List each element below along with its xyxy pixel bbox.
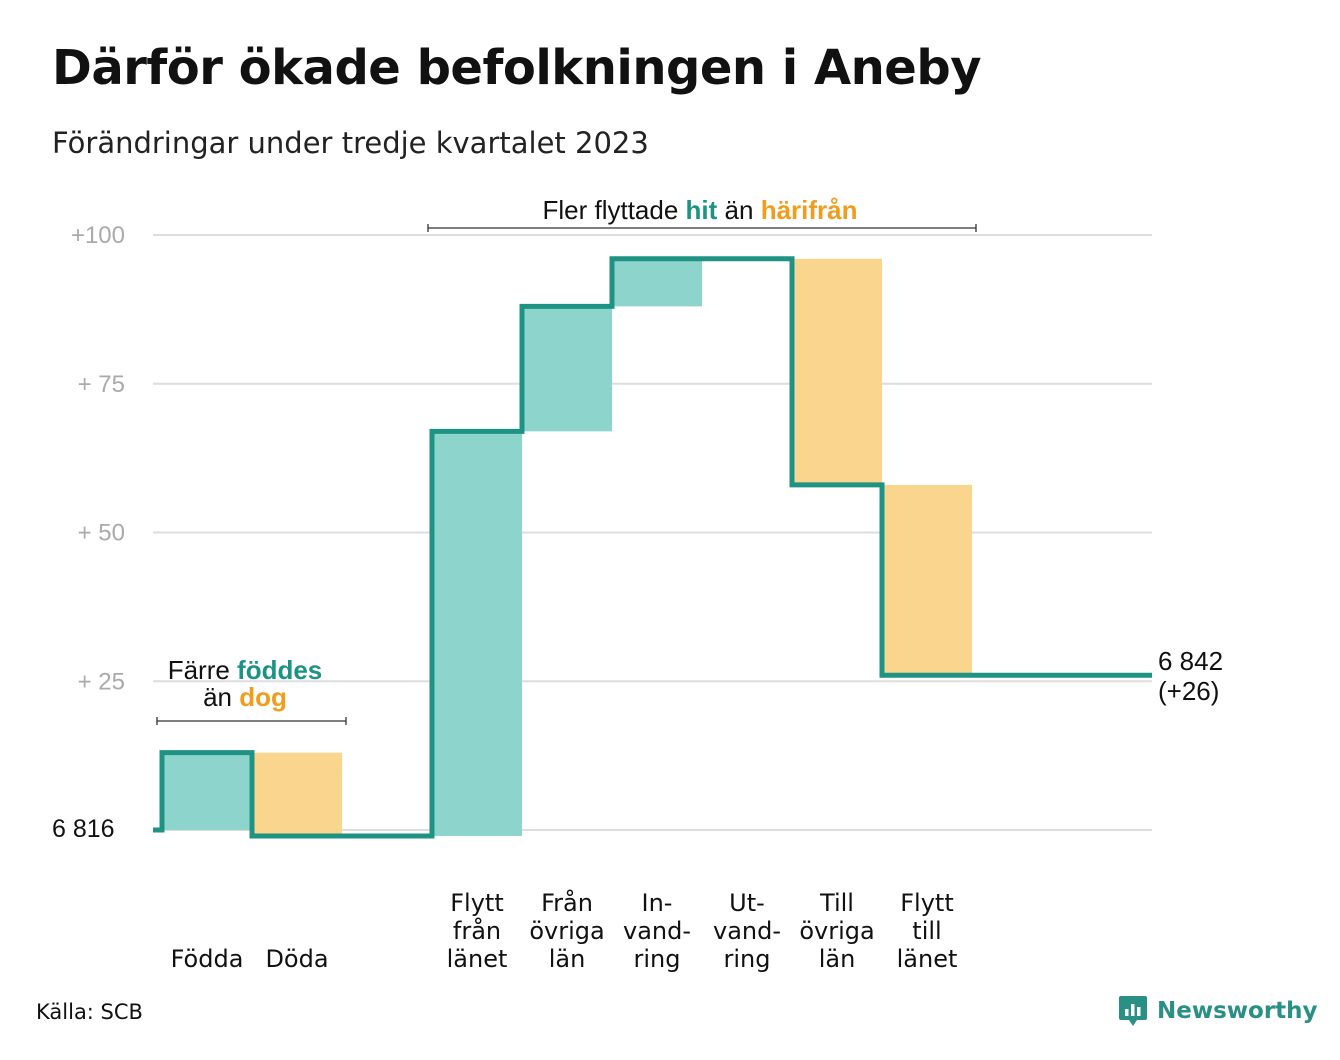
step-line — [153, 256, 1152, 839]
x-axis-label: vand- — [623, 917, 691, 945]
x-axis-label: länet — [447, 945, 508, 973]
x-axis-label: Från — [541, 888, 593, 917]
bar-decrease — [882, 484, 972, 676]
migration-annotation-pre: Fler flyttade — [542, 195, 685, 225]
bar-decrease — [252, 752, 342, 836]
migration-annotation-hit: hit — [686, 195, 718, 225]
births-annotation: Färre föddes än dog — [156, 655, 347, 725]
x-axis-label: Döda — [265, 945, 328, 973]
x-axis-label: till — [912, 917, 941, 945]
chart-title: Därför ökade befolkningen i Aneby — [52, 40, 982, 96]
x-axis-label: Till — [819, 889, 854, 917]
x-axis-label: In- — [642, 889, 673, 917]
deaths-annotation-highlight: dog — [239, 682, 287, 712]
bar-increase — [432, 431, 522, 836]
chart-subtitle: Förändringar under tredje kvartalet 2023 — [52, 126, 649, 160]
migration-annotation-mid: än — [717, 195, 760, 225]
grid-lines — [153, 234, 1152, 831]
y-tick-label: + 75 — [78, 371, 125, 398]
newsworthy-logo-icon — [1119, 996, 1147, 1026]
start-value-label: 6 816 — [52, 815, 115, 843]
x-axis-label: från — [453, 916, 501, 945]
bar-increase — [612, 258, 702, 307]
end-change-label: (+26) — [1158, 676, 1219, 706]
x-axis-label: Flytt — [450, 889, 504, 917]
x-axis-label: län — [549, 945, 586, 973]
y-tick-label: + 25 — [78, 668, 125, 695]
x-axis-label: ring — [724, 945, 771, 973]
svg-text:än dog: än dog — [203, 682, 287, 712]
births-annotation-bracket — [156, 717, 347, 725]
x-axis-label: Ut- — [729, 889, 765, 917]
x-axis-label: övriga — [799, 917, 874, 945]
source-note: Källa: SCB — [36, 1000, 143, 1024]
x-axis-label: ring — [634, 945, 681, 973]
x-axis-labels: Födda DödaFlyttfrånlänetFrånövrigalänIn-v… — [171, 888, 958, 973]
x-axis-label: övriga — [529, 917, 604, 945]
svg-text:Fler flyttade hit än härifrån: Fler flyttade hit än härifrån — [542, 195, 857, 225]
bar-increase — [162, 752, 252, 830]
y-tick-label: + 50 — [78, 520, 125, 547]
migration-annotation-harifran: härifrån — [761, 195, 858, 225]
step-line-group — [153, 256, 1152, 839]
x-axis-label: Födda — [171, 945, 244, 973]
brand-logo: Newsworthy — [1118, 993, 1318, 1029]
deaths-annotation-pre: än — [203, 682, 239, 712]
x-axis-label: län — [819, 945, 856, 973]
x-axis-label: länet — [897, 945, 958, 973]
migration-annotation: Fler flyttade hit än härifrån — [427, 195, 977, 232]
svg-text:Färre föddes: Färre föddes — [168, 655, 323, 685]
x-axis-label: vand- — [713, 917, 781, 945]
y-axis-ticks: + 25 + 50 + 75 +100 — [71, 222, 125, 695]
x-axis-label: Flytt — [900, 889, 954, 917]
y-tick-label: +100 — [71, 222, 125, 249]
births-annotation-pre: Färre — [168, 655, 237, 685]
brand-name: Newsworthy — [1157, 998, 1318, 1024]
bars — [162, 258, 972, 836]
migration-annotation-bracket — [427, 224, 977, 232]
bar-decrease — [792, 258, 882, 485]
end-value-label: 6 842 — [1158, 646, 1223, 676]
births-annotation-highlight: föddes — [237, 655, 322, 685]
bar-increase — [522, 306, 612, 432]
